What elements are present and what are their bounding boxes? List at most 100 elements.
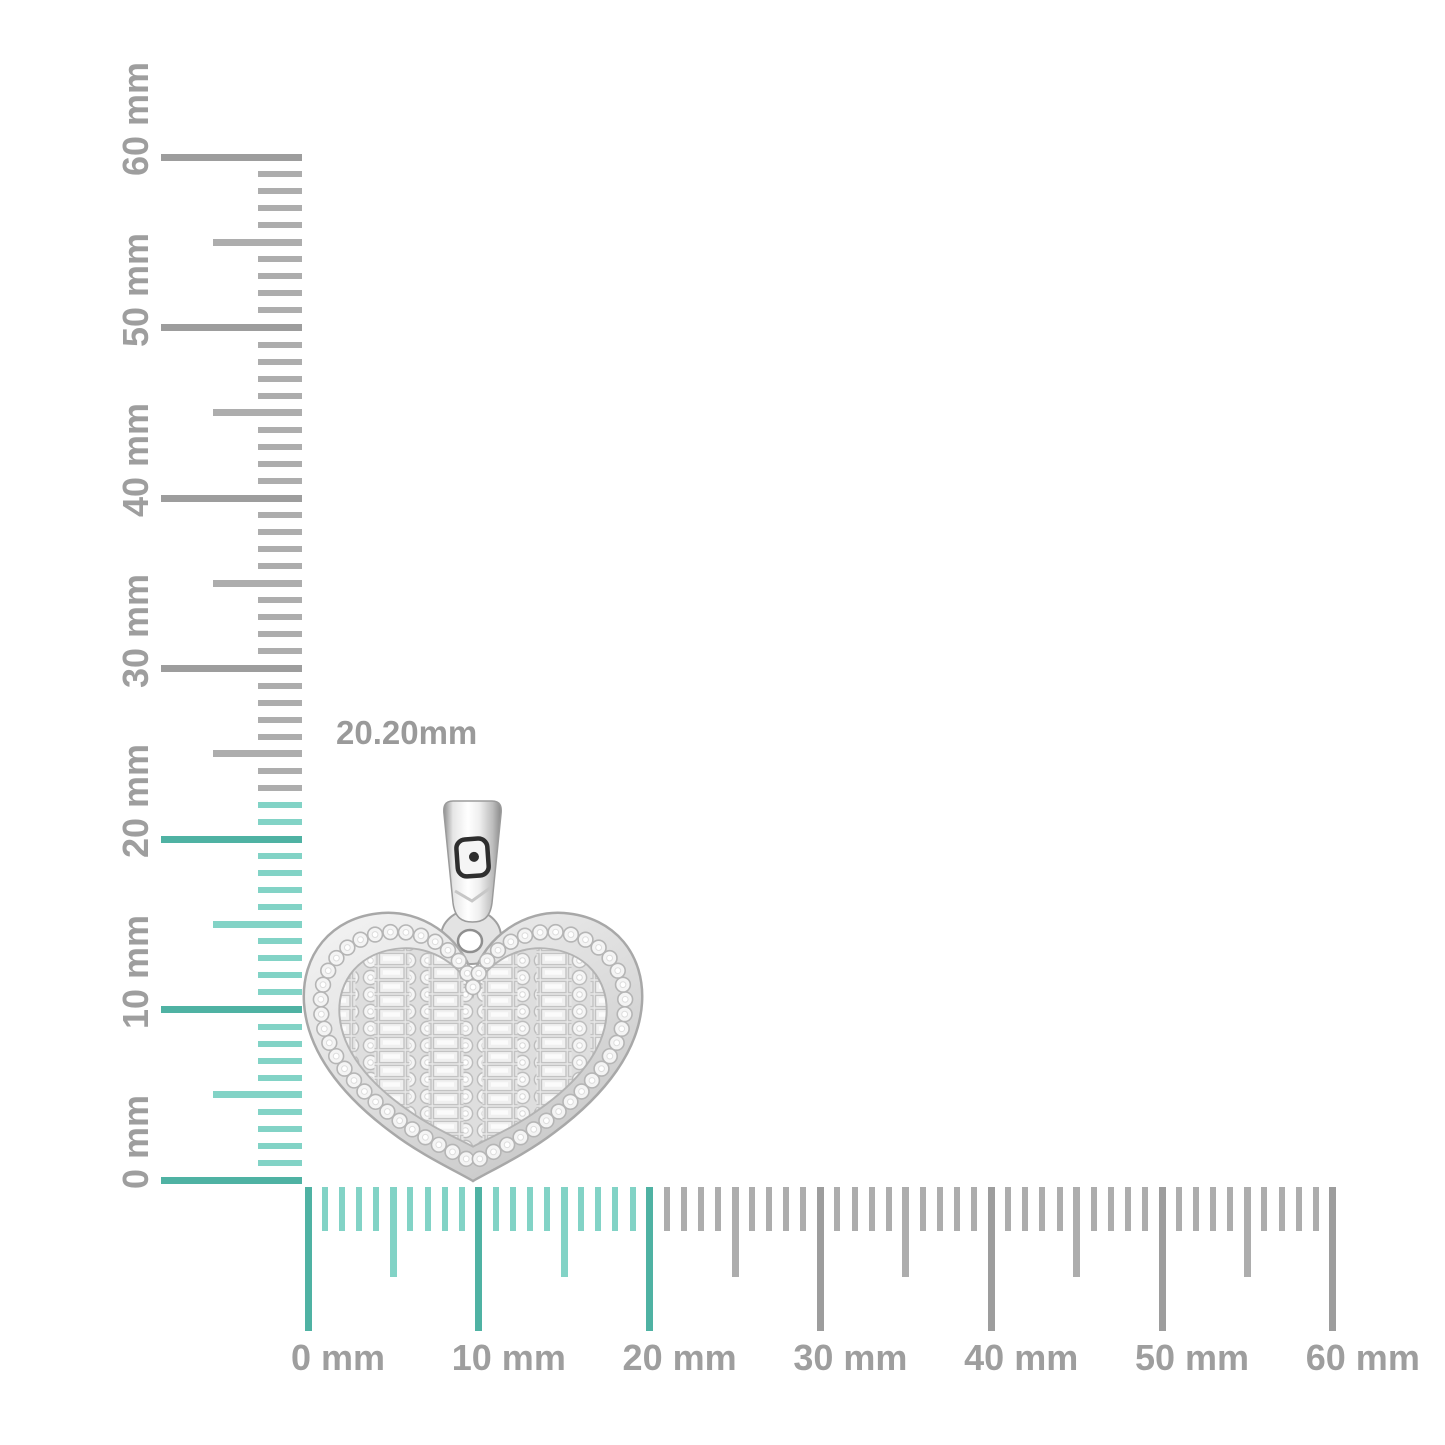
- halo-stone-facet: [402, 928, 410, 936]
- vertical-ruler-tick: [258, 699, 302, 706]
- halo-stone-facet: [417, 932, 425, 940]
- heart-body: [302, 911, 644, 1183]
- horizontal-ruler-tick: [1090, 1187, 1097, 1231]
- vertical-ruler-tick: [258, 1040, 302, 1047]
- horizontal-ruler-tick: [492, 1187, 499, 1231]
- halo-stone-facet: [383, 1108, 391, 1115]
- vertical-ruler-tick: [258, 529, 302, 536]
- vertical-ruler-tick: [258, 222, 302, 229]
- halo-stone-facet: [483, 957, 491, 965]
- halo-stone-facet: [567, 1098, 574, 1106]
- vertical-ruler-tick: [258, 341, 302, 348]
- horizontal-ruler-tick: [509, 1187, 516, 1231]
- halo-stone-facet: [582, 936, 589, 944]
- halo-stone-facet: [332, 1052, 340, 1060]
- horizontal-ruler-tick: [697, 1187, 704, 1231]
- vertical-ruler-tick: [258, 682, 302, 689]
- horizontal-ruler-tick: [680, 1187, 687, 1231]
- halo-stone-facet: [324, 967, 332, 975]
- halo-stone-facet: [595, 944, 603, 951]
- halo-stone-facet: [361, 1088, 368, 1095]
- horizontal-ruler-tick: [766, 1187, 773, 1231]
- horizontal-ruler-tick: [714, 1187, 721, 1231]
- horizontal-ruler-tick: [971, 1187, 978, 1231]
- vertical-ruler-tick: [258, 205, 302, 212]
- horizontal-ruler-tick: [629, 1187, 636, 1231]
- vertical-ruler-tick: [258, 648, 302, 655]
- halo-stone-facet: [421, 1133, 429, 1141]
- horizontal-ruler-tick: [1176, 1187, 1183, 1231]
- horizontal-ruler-tick: [1261, 1187, 1268, 1231]
- halo-stone-facet: [320, 1025, 328, 1033]
- vertical-ruler-tick: [258, 1142, 302, 1149]
- halo-stone-facet: [613, 1039, 621, 1047]
- halo-stone-facet: [325, 1039, 333, 1047]
- vertical-ruler-tick: [213, 920, 302, 928]
- horizontal-ruler-tick: [646, 1187, 654, 1331]
- vertical-ruler-tick: [258, 563, 302, 570]
- vertical-ruler-tick: [258, 989, 302, 996]
- halo-stone-facet: [449, 1148, 456, 1156]
- vertical-ruler-tick: [258, 307, 302, 314]
- vertical-ruler-tick: [258, 614, 302, 621]
- horizontal-ruler-label: 40 mm: [964, 1337, 1079, 1378]
- horizontal-ruler-tick: [1158, 1187, 1166, 1331]
- horizontal-ruler-tick: [1329, 1187, 1337, 1331]
- horizontal-ruler-label: 0 mm: [290, 1337, 386, 1378]
- horizontal-ruler-tick: [1243, 1187, 1251, 1277]
- vertical-ruler-tick: [258, 784, 302, 791]
- vertical-ruler-tick: [258, 443, 302, 450]
- horizontal-ruler-tick: [731, 1187, 739, 1277]
- horizontal-ruler-tick: [783, 1187, 790, 1231]
- halo-stone-facet: [371, 931, 379, 938]
- vertical-ruler-tick: [213, 238, 302, 246]
- halo-stone-facet: [462, 1155, 470, 1163]
- inner-heart-rim: [338, 947, 608, 1148]
- halo-stone-facet: [621, 1010, 629, 1018]
- vertical-ruler-tick: [161, 494, 302, 502]
- horizontal-ruler-tick: [1193, 1187, 1200, 1231]
- vertical-ruler-tick: [258, 546, 302, 553]
- halo-stone-facet: [530, 1125, 538, 1133]
- vertical-ruler-tick: [213, 409, 302, 417]
- horizontal-ruler-tick: [304, 1187, 312, 1331]
- halo-stone-facet: [552, 928, 560, 936]
- halo-stone-facet: [598, 1065, 605, 1073]
- vertical-ruler-tick: [258, 375, 302, 382]
- vertical-ruler-tick: [258, 631, 302, 638]
- horizontal-ruler-tick: [919, 1187, 926, 1231]
- vertical-ruler-tick: [161, 324, 302, 331]
- halo-stone-facet: [408, 1125, 416, 1133]
- horizontal-ruler-tick: [1141, 1187, 1148, 1231]
- vertical-ruler-tick: [258, 904, 302, 911]
- vertical-ruler-tick: [258, 733, 302, 740]
- vertical-ruler-tick: [258, 1023, 302, 1030]
- vertical-ruler-tick: [258, 1159, 302, 1166]
- horizontal-ruler-tick: [851, 1187, 858, 1231]
- horizontal-ruler-tick: [936, 1187, 943, 1231]
- halo-stone-facet: [317, 1010, 325, 1018]
- horizontal-ruler-tick: [373, 1187, 380, 1231]
- halo-stone-facet: [490, 1148, 497, 1156]
- horizontal-ruler-tick: [816, 1187, 824, 1331]
- halo-stone-facet: [455, 957, 463, 965]
- horizontal-ruler-label: 50 mm: [1134, 1337, 1250, 1378]
- horizontal-ruler-tick: [749, 1187, 756, 1231]
- halo-stone-facet: [588, 1077, 596, 1084]
- horizontal-ruler-tick: [407, 1187, 414, 1231]
- vertical-ruler-tick: [258, 818, 302, 825]
- halo-stone-facet: [396, 1117, 404, 1125]
- horizontal-ruler-tick: [902, 1187, 910, 1277]
- halo-stone-facet: [350, 1077, 358, 1084]
- halo-stone-facet: [319, 981, 327, 989]
- horizontal-ruler-tick: [1039, 1187, 1046, 1231]
- vertical-ruler-tick: [258, 1074, 302, 1081]
- horizontal-ruler-tick: [595, 1187, 602, 1231]
- halo-stone-facet: [606, 954, 613, 962]
- halo-stone-facet: [476, 1155, 484, 1163]
- horizontal-ruler-tick: [1295, 1187, 1302, 1231]
- horizontal-ruler-tick: [1073, 1187, 1081, 1277]
- vertical-ruler-tick: [258, 1125, 302, 1132]
- halo-stone-facet: [333, 954, 340, 962]
